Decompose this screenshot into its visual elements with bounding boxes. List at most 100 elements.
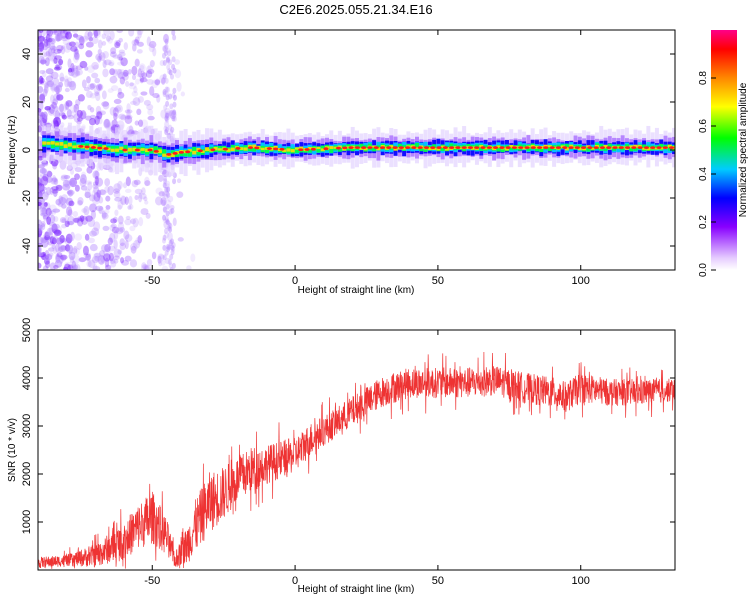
spectral-speckle	[114, 209, 119, 216]
spectral-speckle	[71, 65, 79, 72]
spectral-speckle	[38, 262, 42, 269]
spectral-speckle	[67, 77, 73, 84]
spectral-speckle	[79, 257, 87, 262]
spectral-speckle	[130, 245, 137, 254]
spectral-band-cell	[230, 147, 235, 152]
spectral-speckle	[42, 111, 48, 119]
spectral-speckle	[169, 204, 175, 210]
spectral-speckle	[97, 55, 102, 63]
x-tick-label: -50	[144, 575, 160, 587]
spectral-speckle	[143, 264, 152, 270]
spectral-band-cell	[624, 144, 629, 149]
spectral-speckle	[70, 45, 78, 52]
spectral-speckle	[113, 188, 120, 194]
spectral-band-cell	[564, 147, 569, 151]
spectral-peak	[668, 146, 675, 150]
spectral-peak	[247, 146, 254, 150]
spectral-speckle	[136, 49, 143, 54]
spectral-peak	[273, 147, 279, 151]
spectral-speckle	[40, 203, 47, 210]
spectral-speckle	[38, 118, 41, 124]
spectral-speckle	[84, 233, 90, 241]
spectral-band-cell	[217, 148, 222, 151]
spectral-speckle	[118, 56, 124, 61]
spectral-speckle	[43, 202, 48, 207]
spectral-speckle	[38, 149, 41, 155]
spectral-speckle	[172, 178, 177, 185]
spectral-speckle	[152, 93, 160, 99]
spectral-band-cell	[162, 149, 167, 156]
spectral-speckle	[164, 43, 169, 50]
spectral-speckle	[138, 119, 144, 127]
spectral-speckle	[75, 99, 81, 106]
spectral-speckle	[116, 30, 123, 34]
spectral-speckle	[97, 39, 103, 49]
spectral-speckle	[171, 245, 176, 252]
spectral-speckle	[114, 106, 122, 112]
spectral-band-cell	[642, 147, 647, 150]
spectral-band-cell	[67, 142, 72, 147]
spectral-speckle	[51, 101, 57, 109]
spectral-speckle	[133, 239, 141, 249]
spectral-peak	[342, 146, 348, 150]
spectral-speckle	[72, 217, 80, 223]
spectrogram-x-ticks: -50 0 50 100	[144, 30, 590, 287]
spectral-speckle	[172, 87, 177, 94]
spectral-speckle	[124, 109, 133, 114]
spectral-speckle	[123, 230, 130, 240]
spectral-speckle	[84, 30, 90, 40]
spectral-band-cell	[449, 143, 454, 149]
spectral-speckle	[38, 54, 42, 64]
spectral-speckle	[93, 85, 101, 95]
spectral-speckle	[100, 255, 105, 264]
spectral-speckle	[147, 64, 154, 72]
spectral-band-cell	[295, 147, 300, 153]
spectral-speckle	[41, 167, 46, 175]
spectral-speckle	[51, 105, 60, 112]
spectral-speckle	[64, 87, 70, 93]
spectral-speckle	[163, 231, 170, 239]
spectral-speckle	[119, 242, 126, 251]
spectral-peak	[505, 146, 511, 150]
spectral-speckle	[53, 106, 59, 112]
spectral-speckle	[56, 48, 62, 54]
spectral-speckle	[87, 104, 92, 111]
spectral-speckle	[164, 50, 169, 57]
spectral-band-cell	[213, 147, 218, 151]
spectral-band-cell	[205, 147, 210, 152]
spectral-speckle	[165, 219, 170, 226]
spectral-band-cell	[252, 144, 257, 149]
spectral-speckle	[85, 253, 91, 261]
spectral-speckle	[89, 93, 97, 99]
spectral-peak	[323, 147, 329, 151]
spectral-speckle	[148, 44, 155, 53]
snr-x-ticks: -50 0 50 100	[144, 330, 590, 587]
spectral-speckle	[67, 209, 73, 217]
spectral-speckle	[38, 41, 45, 52]
spectral-speckle	[49, 222, 56, 227]
spectrogram-image	[38, 30, 675, 270]
spectral-peak	[153, 149, 159, 153]
spectral-band-cell	[629, 145, 634, 149]
spectral-band-cell	[307, 147, 312, 153]
spectral-speckle	[68, 244, 74, 254]
spectral-speckle	[94, 175, 99, 186]
spectral-peak	[511, 146, 518, 150]
spectral-speckle	[78, 43, 85, 50]
spectral-speckle	[163, 104, 168, 111]
spectral-speckle	[53, 264, 59, 269]
spectral-speckle	[38, 201, 42, 207]
spectral-speckle	[39, 203, 47, 212]
spectral-speckle	[38, 219, 42, 225]
spectral-speckle	[95, 105, 102, 115]
spectral-speckle	[47, 34, 53, 39]
spectral-speckle	[136, 30, 144, 36]
spectral-speckle	[166, 191, 171, 198]
spectral-speckle	[165, 116, 170, 123]
spectral-band-cell	[170, 153, 175, 158]
spectral-speckle	[74, 103, 80, 110]
spectral-speckle	[68, 200, 75, 207]
spectral-speckle	[129, 100, 137, 105]
spectral-band-cell	[316, 146, 321, 150]
